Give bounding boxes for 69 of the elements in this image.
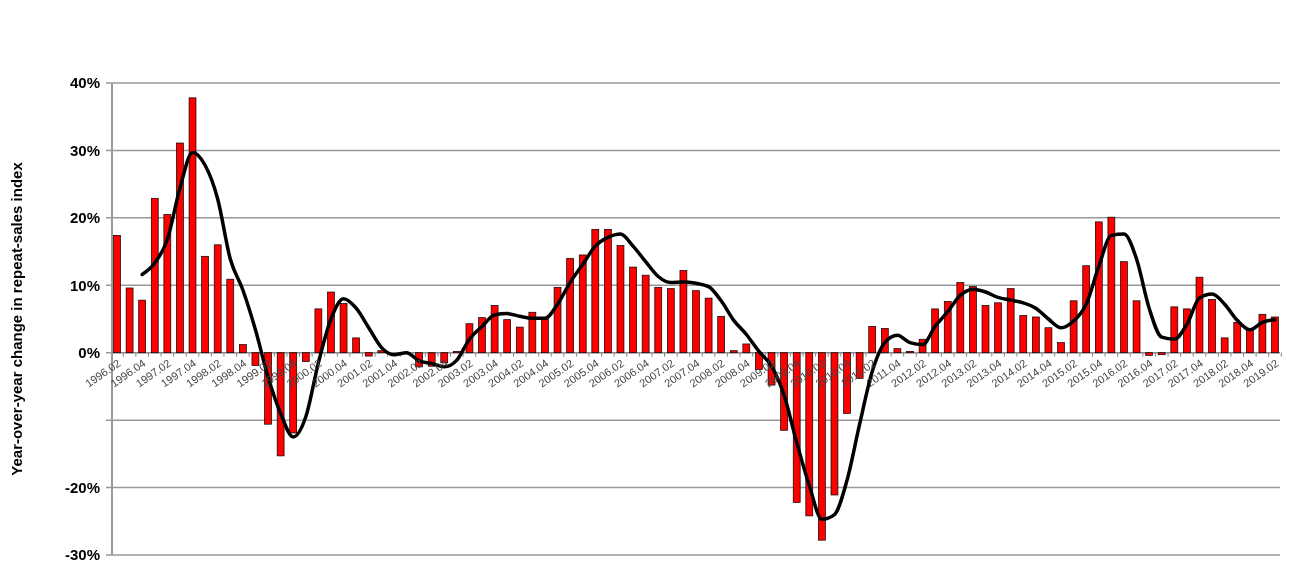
bar (1233, 322, 1242, 354)
bar (503, 319, 511, 354)
y-tick-label: 10% (69, 276, 100, 294)
bar (679, 270, 688, 354)
bar (213, 244, 222, 354)
bar (956, 282, 965, 354)
bar (113, 235, 121, 354)
bar (1120, 261, 1128, 354)
bar (541, 318, 549, 354)
bar (1057, 342, 1065, 354)
bar (1170, 306, 1179, 354)
bar (704, 297, 713, 354)
y-tick-label: 40% (69, 74, 100, 92)
bar (981, 305, 990, 354)
bar (994, 302, 1002, 354)
y-tick-label: 0% (78, 343, 100, 361)
bar (339, 303, 348, 354)
bar (490, 305, 499, 354)
bar (150, 197, 159, 354)
bar (1145, 352, 1153, 356)
bar (1044, 327, 1053, 354)
bar (1157, 352, 1166, 356)
y-tick-label: -30% (64, 546, 100, 564)
bar (1019, 315, 1028, 354)
bar (1006, 288, 1015, 354)
bar (138, 299, 146, 354)
bar (591, 228, 600, 354)
bar (566, 257, 574, 354)
bar (969, 286, 977, 354)
bar (893, 348, 902, 354)
bar (163, 214, 172, 354)
bar (1082, 265, 1091, 354)
bar (314, 308, 323, 354)
bar (239, 344, 247, 354)
bar (1258, 313, 1267, 354)
bar (201, 255, 209, 354)
bar (654, 286, 663, 354)
bar (1094, 221, 1103, 354)
bar (1132, 300, 1141, 354)
y-axis-title: Year-over-year change in repeat-sales index (8, 161, 25, 476)
bar (692, 290, 700, 354)
y-tick-label: -20% (64, 478, 100, 496)
bar (1208, 299, 1216, 354)
bar (1195, 276, 1204, 354)
bar (1220, 337, 1229, 354)
y-tick-label: 30% (69, 141, 100, 159)
bar (604, 228, 612, 354)
bar (641, 274, 650, 354)
bar (301, 352, 310, 362)
bar (616, 245, 625, 354)
bar (667, 288, 675, 354)
bar (515, 326, 524, 354)
bar (1032, 316, 1040, 354)
bar (1246, 330, 1254, 354)
y-tick-label: 20% (69, 209, 100, 227)
bar (868, 326, 877, 354)
bar (125, 287, 134, 354)
bar (717, 315, 725, 354)
bar (629, 266, 637, 354)
bar (1107, 216, 1116, 354)
bar (553, 286, 562, 354)
bar (352, 337, 360, 354)
bar (729, 350, 738, 354)
bar (578, 254, 587, 354)
bar (226, 278, 235, 354)
bar (528, 311, 537, 354)
bar (1069, 300, 1078, 354)
bar (364, 352, 373, 357)
bar (742, 343, 751, 354)
